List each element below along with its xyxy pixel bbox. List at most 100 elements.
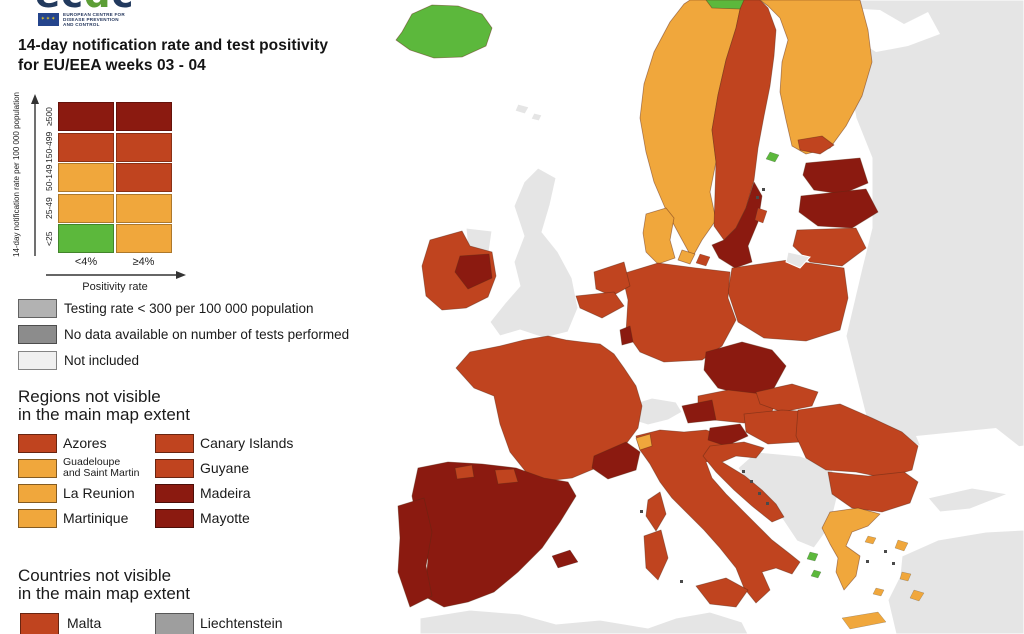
region-croatia	[702, 441, 785, 523]
matrix-legend-grid	[58, 102, 172, 253]
matrix-y-axis-label: 14-day notification rate per 100 000 pop…	[12, 91, 21, 257]
region-latvia	[798, 188, 879, 229]
label-malta: Malta	[67, 615, 102, 631]
swatch-testing-rate	[18, 299, 57, 318]
label-liechtenstein: Liechtenstein	[200, 615, 283, 631]
region-france-southeast	[591, 441, 641, 480]
region-aegean-islands	[864, 535, 925, 602]
matrix-row-label-50-149: 50-149	[44, 164, 54, 191]
region-eastern-europe	[844, 0, 1024, 457]
swatch-martinique	[18, 509, 57, 528]
logo-letter-d: d	[84, 0, 112, 13]
region-north-africa	[419, 609, 749, 634]
swatch-la-reunion	[18, 484, 57, 503]
region-crete	[841, 611, 887, 630]
logo-subtitle-line1: EUROPEAN CENTRE FOR	[63, 12, 125, 17]
region-denmark-east	[695, 253, 711, 267]
region-belgium	[575, 291, 625, 319]
region-ireland-east	[454, 253, 493, 290]
region-denmark	[642, 207, 696, 265]
label-not-included: Not included	[64, 353, 140, 368]
region-kaliningrad	[785, 251, 811, 269]
matrix-row-label-25-49: 25-49	[44, 197, 54, 219]
matrix-row-label-150-499: 150-499	[44, 131, 54, 163]
matrix-cell-r1c1	[115, 132, 172, 162]
region-aosta-valley	[635, 433, 653, 451]
region-luxembourg	[619, 325, 634, 346]
europe-choropleth-map	[395, 0, 1024, 634]
countries-title-line1: Countries not visible	[18, 566, 172, 585]
swatch-mayotte	[155, 509, 194, 528]
region-austria-west	[681, 399, 717, 424]
region-spain-north	[454, 464, 519, 485]
region-norway	[639, 0, 743, 259]
label-guadeloupe-line2: and Saint Martin	[63, 467, 140, 479]
matrix-cell-r3c1	[115, 193, 172, 223]
swatch-guadeloupe	[18, 459, 57, 478]
matrix-row-label-500: ≥500	[44, 107, 54, 126]
region-slovakia	[755, 383, 819, 413]
logo-subtitle-line2: DISEASE PREVENTION	[63, 17, 119, 23]
label-guyane: Guyane	[200, 460, 250, 476]
region-corsica	[645, 491, 667, 532]
logo-subtitle-line3: AND CONTROL	[63, 22, 100, 28]
label-no-data: No data available on number of tests per…	[64, 327, 350, 342]
black-sea	[916, 428, 1024, 500]
page-title-line1: 14-day notification rate and test positi…	[18, 37, 329, 54]
region-slovenia	[707, 423, 749, 447]
region-turkey-northwest	[927, 487, 1010, 513]
region-sicily	[695, 577, 749, 608]
y-axis-arrow	[31, 94, 39, 256]
page-title: 14-day notification rate and test positi…	[18, 36, 328, 76]
swatch-canary-islands	[155, 434, 194, 453]
region-portugal	[397, 497, 433, 608]
label-azores: Azores	[63, 435, 107, 451]
region-norway-north	[705, 0, 745, 10]
matrix-col-label-gte4: ≥4%	[132, 256, 155, 268]
matrix-cell-r1c0	[58, 132, 114, 162]
label-guadeloupe-line1: Guadeloupe	[63, 456, 121, 468]
label-guadeloupe: Guadeloupe and Saint Martin	[63, 457, 139, 479]
region-united-kingdom	[489, 167, 579, 339]
region-netherlands	[593, 261, 631, 297]
label-testing-rate: Testing rate < 300 per 100 000 populatio…	[64, 301, 314, 316]
matrix-cell-r4c0	[58, 224, 114, 253]
logo-letter-c: c	[112, 0, 135, 13]
region-iceland	[395, 4, 493, 59]
region-finland	[759, 0, 873, 155]
region-finland-south	[797, 135, 835, 155]
label-martinique: Martinique	[63, 510, 129, 526]
region-germany	[621, 262, 737, 363]
region-spain	[411, 461, 577, 608]
swatch-azores	[18, 434, 57, 453]
region-greece	[821, 507, 881, 591]
ecdc-logo: ecdc	[35, 0, 165, 13]
label-madeira: Madeira	[200, 485, 251, 501]
page-title-line2: for EU/EEA weeks 03 - 04	[18, 57, 206, 74]
matrix-col-label-lt4: <4%	[74, 256, 98, 268]
swatch-madeira	[155, 484, 194, 503]
region-sweden-south	[711, 181, 763, 269]
region-lithuania	[792, 227, 867, 267]
region-bulgaria	[827, 471, 919, 513]
countries-section-title: Countries not visible in the main map ex…	[18, 567, 190, 603]
ecdc-logo-wordmark: ecdc	[35, 0, 134, 13]
region-poland	[727, 259, 849, 342]
region-estonia	[802, 157, 869, 195]
regions-section-title: Regions not visible in the main map exte…	[18, 388, 190, 424]
swatch-liechtenstein	[155, 613, 194, 634]
ecdc-logo-subtitle: EUROPEAN CENTRE FOR DISEASE PREVENTION A…	[63, 12, 125, 28]
region-faroe-islands	[514, 103, 543, 122]
logo-letters-ec: ec	[35, 0, 84, 13]
matrix-cell-r0c1	[115, 102, 172, 131]
swatch-no-data	[18, 325, 57, 344]
eu-flag-stars: ✶✶✶	[40, 16, 57, 22]
x-axis-arrow	[46, 271, 186, 279]
region-sardinia	[643, 529, 669, 581]
region-ionian-islands	[806, 551, 822, 579]
regions-title-line2: in the main map extent	[18, 405, 190, 424]
swatch-not-included	[18, 351, 57, 370]
label-canary-islands: Canary Islands	[200, 435, 294, 451]
matrix-cell-r3c0	[58, 193, 114, 223]
